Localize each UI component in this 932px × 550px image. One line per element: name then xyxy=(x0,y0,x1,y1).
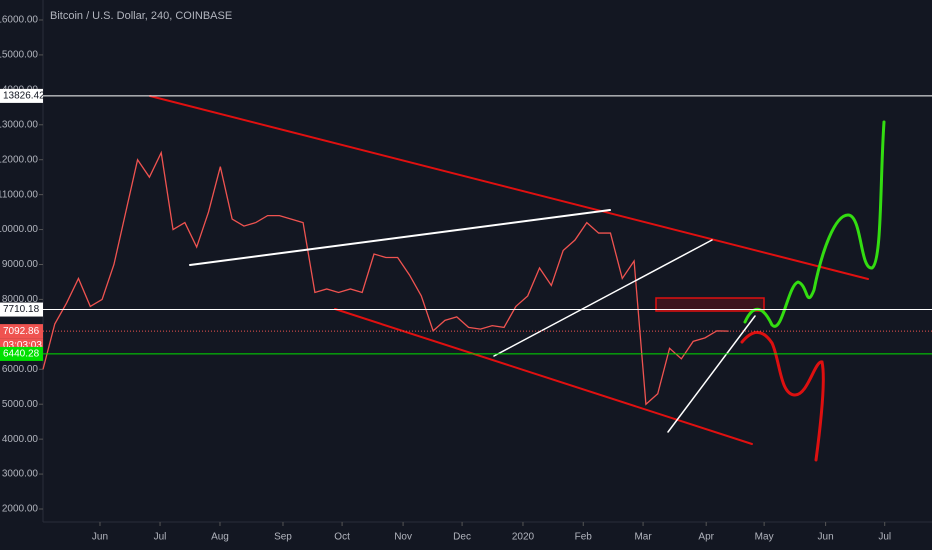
projection-path xyxy=(743,120,886,328)
trend-line xyxy=(667,315,756,433)
price-label-box xyxy=(0,324,43,339)
x-tick-label: Oct xyxy=(334,532,350,543)
y-tick-label: 16000.00 xyxy=(0,15,38,26)
x-tick-label: 2020 xyxy=(512,532,535,543)
x-tick-label: Mar xyxy=(634,532,652,543)
y-tick-label: 15000.00 xyxy=(0,50,38,61)
y-tick-label: 4000.00 xyxy=(2,434,39,445)
price-label-box xyxy=(0,88,43,103)
x-tick-label: Aug xyxy=(211,532,229,543)
price-label: 6440.28 xyxy=(3,349,40,360)
price-label: 7092.86 xyxy=(3,326,40,337)
zone-box xyxy=(655,297,765,312)
projection-path xyxy=(740,330,825,462)
y-tick-label: 10000.00 xyxy=(0,224,38,235)
y-tick-label: 12000.00 xyxy=(0,154,38,165)
x-tick-label: Jun xyxy=(92,532,108,543)
x-tick-label: Apr xyxy=(698,532,714,543)
y-tick-label: 11000.00 xyxy=(0,189,38,200)
countdown-label: 03:03:03 xyxy=(3,340,42,351)
trend-line xyxy=(493,239,713,357)
price-label: 13826.42 xyxy=(3,91,45,102)
price-line xyxy=(42,150,729,406)
x-tick-label: Feb xyxy=(575,532,593,543)
x-tick-label: Nov xyxy=(394,532,412,543)
y-tick-label: 5000.00 xyxy=(2,399,39,410)
x-tick-label: Jul xyxy=(878,532,891,543)
y-tick-label: 3000.00 xyxy=(2,469,39,480)
y-tick-label: 2000.00 xyxy=(2,504,39,515)
y-tick-label: 13000.00 xyxy=(0,119,38,130)
price-label-box xyxy=(0,302,43,317)
y-tick-label: 8000.00 xyxy=(2,294,39,305)
x-tick-label: Dec xyxy=(453,532,471,543)
x-tick-label: Sep xyxy=(274,532,292,543)
x-tick-label: Jul xyxy=(154,532,167,543)
chart-title: Bitcoin / U.S. Dollar, 240, COINBASE xyxy=(50,10,232,22)
trend-line xyxy=(149,95,869,280)
y-tick-label: 6000.00 xyxy=(2,364,39,375)
trend-line xyxy=(334,308,753,445)
y-tick-label: 9000.00 xyxy=(2,259,39,270)
price-label: 7710.18 xyxy=(3,304,40,315)
drawings xyxy=(149,95,886,462)
trend-line xyxy=(189,209,611,266)
price-label-box xyxy=(0,346,43,361)
x-tick-label: Jun xyxy=(818,532,834,543)
x-tick-label: May xyxy=(755,532,774,543)
